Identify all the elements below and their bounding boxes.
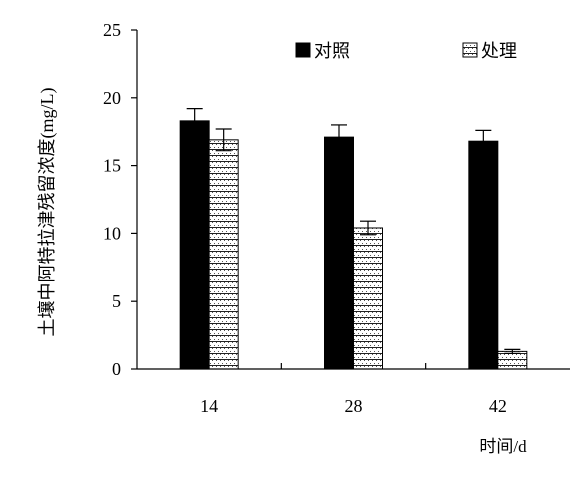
y-axis-label: 土壤中阿特拉津残留浓度(mg/L)	[37, 88, 58, 337]
bars-group	[179, 120, 528, 370]
error-bars-group	[186, 108, 521, 355]
y-tick-label: 20	[103, 88, 121, 108]
legend: 对照 处理	[295, 41, 517, 61]
bar-treatment	[208, 139, 239, 370]
bar-control	[468, 140, 499, 370]
legend-swatch-treatment	[462, 42, 478, 58]
legend-label-treatment: 处理	[481, 41, 517, 61]
legend-label-control: 对照	[314, 41, 350, 61]
legend-swatch-control	[295, 42, 311, 58]
x-tick-label: 14	[200, 396, 218, 416]
y-tick-label: 15	[103, 156, 121, 176]
bar-treatment	[353, 227, 383, 370]
y-tick-label: 10	[103, 223, 121, 243]
bar-treatment	[497, 350, 528, 370]
x-tick-label: 28	[345, 396, 363, 416]
y-tick-label: 0	[112, 359, 121, 379]
bar-control	[179, 120, 210, 370]
tick-labels-group: 0 5 10 15 20 25 14 28 42	[103, 20, 507, 416]
x-axis-label: 时间/d	[479, 437, 527, 456]
bar-control	[324, 136, 354, 370]
axes-group	[131, 29, 570, 370]
x-tick-label: 42	[489, 396, 507, 416]
y-tick-label: 25	[103, 20, 121, 40]
y-tick-label: 5	[112, 291, 121, 311]
